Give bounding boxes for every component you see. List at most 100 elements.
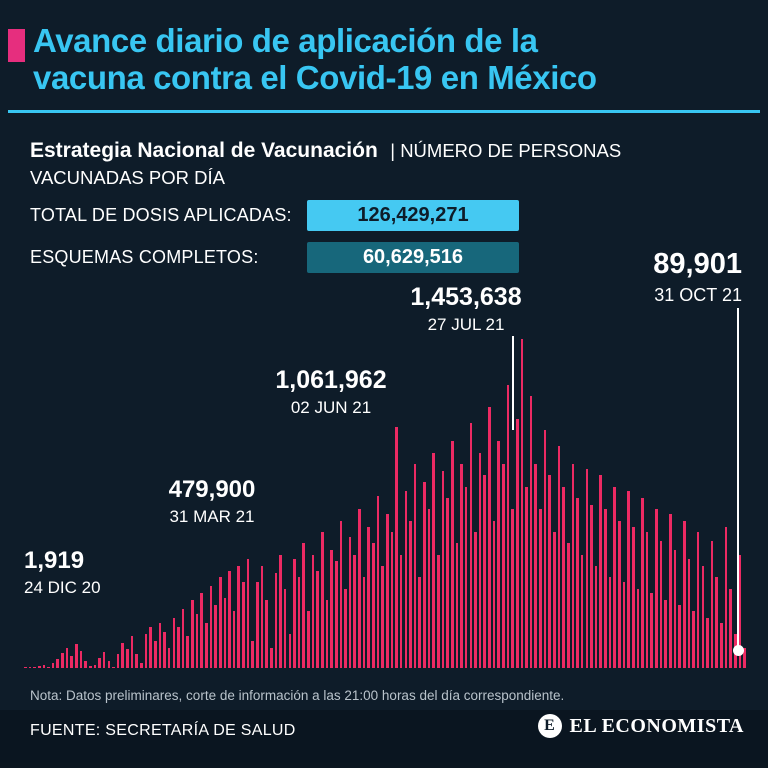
bar — [279, 555, 282, 668]
bar — [743, 648, 746, 668]
bar — [631, 527, 635, 668]
bar — [260, 566, 264, 668]
bar — [70, 656, 73, 668]
bar — [242, 582, 245, 668]
bar — [376, 496, 380, 668]
bar — [112, 667, 115, 668]
annotation-02jun21: 1,061,962 02 JUN 21 — [258, 366, 404, 417]
bar — [497, 441, 500, 668]
bar — [153, 641, 157, 668]
bar — [520, 339, 524, 668]
bar — [116, 654, 120, 668]
bar — [121, 643, 125, 668]
bar — [738, 555, 742, 668]
bar — [274, 573, 278, 668]
bar — [437, 555, 440, 668]
bar — [720, 623, 723, 668]
bar — [177, 627, 180, 668]
footnote: Nota: Datos preliminares, corte de infor… — [30, 688, 565, 703]
bar — [283, 589, 287, 668]
bar — [409, 521, 412, 668]
bar — [209, 586, 213, 668]
bar — [140, 663, 143, 668]
bar — [353, 555, 357, 668]
bar — [33, 667, 36, 668]
masthead: Avance diario de aplicación de la vacuna… — [8, 22, 760, 113]
bar — [636, 589, 640, 668]
bar — [423, 482, 426, 668]
bar — [37, 666, 41, 668]
bar — [372, 543, 375, 668]
bar — [246, 559, 250, 668]
bar — [641, 498, 644, 668]
bar — [24, 667, 27, 668]
bar — [167, 648, 171, 668]
bar — [367, 527, 370, 668]
annotation-value: 89,901 — [653, 248, 742, 280]
bar — [172, 618, 176, 668]
annotation-31oct21: 89,901 31 OCT 21 — [653, 248, 742, 306]
pink-accent-square — [8, 29, 25, 62]
bar — [543, 430, 547, 668]
title-wrap: Avance diario de aplicación de la vacuna… — [8, 22, 760, 97]
bar — [432, 453, 435, 668]
bar — [506, 385, 510, 668]
bar — [390, 532, 394, 668]
bar — [488, 407, 491, 668]
bar — [655, 509, 658, 668]
bar — [511, 509, 514, 668]
bar — [334, 561, 338, 668]
bar — [604, 509, 607, 668]
last-day-marker-dot — [733, 645, 744, 656]
peak-marker-line — [512, 336, 514, 430]
bar — [158, 623, 162, 668]
bar — [590, 505, 593, 668]
bar — [98, 658, 101, 668]
last-day-marker-line — [737, 308, 739, 654]
bar — [539, 509, 542, 668]
annotation-date: 02 JUN 21 — [290, 397, 372, 417]
bar — [427, 509, 431, 668]
bar — [204, 623, 208, 668]
bar — [61, 653, 64, 668]
stat-value-total-doses: 126,429,271 — [307, 200, 519, 231]
bar — [576, 498, 579, 668]
bar — [237, 566, 241, 668]
bar — [645, 532, 649, 668]
subtitle: Estrategia Nacional de Vacunación | NÚME… — [30, 136, 670, 192]
bar — [395, 427, 398, 668]
bar-chart — [24, 328, 748, 668]
subtitle-rest: | NÚMERO DE PERSONAS VACUNADAS POR DÍA — [30, 140, 622, 189]
bar — [441, 471, 445, 668]
bar — [200, 593, 203, 668]
el-economista-wordmark: EL ECONOMISTA — [569, 714, 744, 737]
bar — [218, 577, 222, 668]
bar — [325, 600, 329, 668]
bar — [302, 543, 306, 668]
bar — [56, 659, 60, 668]
bar — [548, 475, 551, 668]
bar — [673, 550, 677, 668]
bar — [608, 577, 612, 668]
annotation-date: 31 OCT 21 — [654, 285, 742, 306]
bar — [474, 532, 477, 668]
stat-value-complete-schemes: 60,629,516 — [307, 242, 519, 273]
bar — [455, 543, 459, 668]
page-title-line-1: Avance diario de aplicación de la — [33, 22, 538, 59]
bar — [627, 491, 630, 668]
bar — [460, 464, 463, 668]
bar — [102, 652, 106, 668]
bar — [144, 634, 148, 668]
annotation-date: 24 DIC 20 — [24, 577, 101, 597]
bar — [557, 446, 561, 668]
bar — [339, 521, 343, 668]
bar — [126, 649, 129, 668]
bar — [534, 464, 538, 668]
bar — [618, 521, 621, 668]
bar — [478, 453, 482, 668]
bar — [42, 665, 46, 668]
bar — [297, 577, 301, 668]
bar — [251, 641, 254, 668]
bar — [678, 605, 681, 668]
